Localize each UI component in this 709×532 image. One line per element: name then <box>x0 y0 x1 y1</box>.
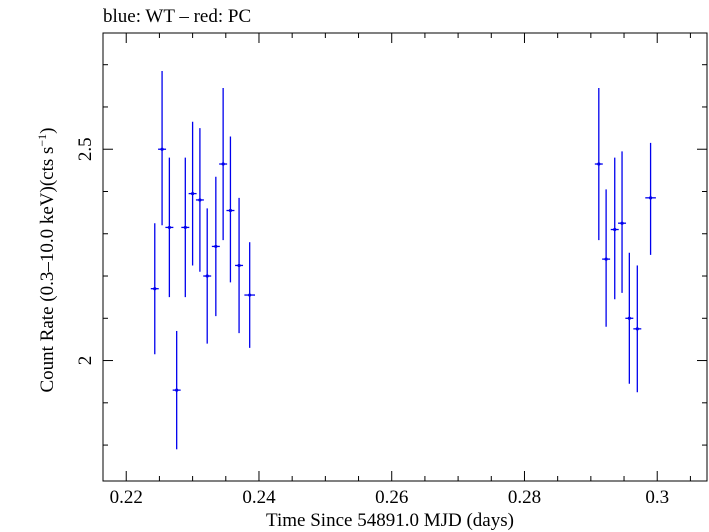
data-point <box>172 330 181 450</box>
x-tick-label: 0.28 <box>508 487 541 508</box>
point-marker <box>214 244 218 249</box>
data-point <box>633 265 642 393</box>
x-tick-label: 0.22 <box>110 487 143 508</box>
y-axis-label-superscript: −1 <box>35 134 49 147</box>
y-tick-label: 2 <box>75 356 96 366</box>
data-point <box>195 128 204 272</box>
data-point <box>165 157 174 298</box>
data-point <box>610 157 619 300</box>
data-point <box>158 71 167 226</box>
data-point <box>203 208 212 344</box>
y-axis-label: Count Rate (0.3–10.0 keV)(cts s−1) <box>35 127 58 392</box>
point-marker <box>167 225 171 230</box>
data-point <box>226 136 235 283</box>
x-tick-label: 0.3 <box>645 487 669 508</box>
point-marker <box>205 274 209 278</box>
data-point <box>602 189 611 327</box>
data-point <box>211 176 220 317</box>
point-marker <box>175 388 179 392</box>
point-marker <box>228 208 233 213</box>
point-marker <box>648 196 653 200</box>
point-marker <box>635 327 639 331</box>
point-marker <box>221 162 225 166</box>
x-tick-label: 0.26 <box>375 487 408 508</box>
y-axis-label-main: Count Rate (0.3–10.0 keV)(cts s <box>37 147 58 393</box>
axis-tick-labels: 0.22 0.24 0.26 0.28 0.3 2 2.5 <box>75 137 669 508</box>
data-point <box>150 223 159 355</box>
point-marker <box>597 162 601 166</box>
data-point <box>645 142 656 255</box>
data-point <box>618 151 627 293</box>
y-tick-label: 2.5 <box>75 137 96 161</box>
x-tick-label: 0.24 <box>242 487 276 508</box>
point-marker <box>153 287 157 291</box>
x-axis-label: Time Since 54891.0 MJD (days) <box>266 510 514 531</box>
point-marker <box>191 192 195 196</box>
point-marker <box>627 316 631 320</box>
data-point <box>235 197 244 334</box>
data-point <box>625 252 634 384</box>
y-axis-label-end: ) <box>37 127 58 133</box>
point-marker <box>248 293 252 297</box>
point-marker <box>604 257 608 261</box>
data-point <box>244 242 255 348</box>
data-point <box>219 87 228 241</box>
point-marker <box>198 198 202 202</box>
data-point <box>188 121 197 266</box>
point-marker <box>613 227 617 232</box>
data-point <box>181 157 190 298</box>
data-points <box>150 71 656 450</box>
axis-ticks <box>103 33 707 481</box>
plot-frame <box>102 32 708 482</box>
chart-title: blue: WT – red: PC <box>103 6 251 27</box>
point-marker <box>160 147 164 151</box>
data-point <box>594 87 603 241</box>
point-marker <box>183 225 187 230</box>
point-marker <box>237 263 241 268</box>
point-marker <box>620 221 624 225</box>
